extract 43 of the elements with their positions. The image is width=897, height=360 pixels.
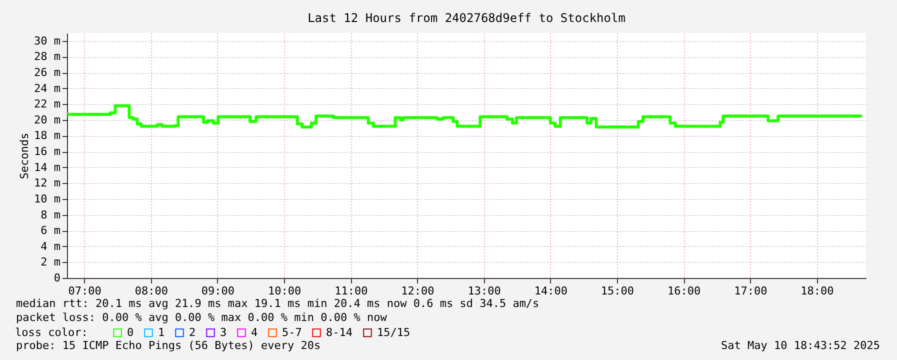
x-tick-label: 09:00 xyxy=(201,284,235,298)
legend-label: 0 xyxy=(127,326,134,339)
y-tick-label: 4 m xyxy=(40,240,61,253)
y-tick-label: 0 xyxy=(54,272,60,284)
y-tick-label: 12 m xyxy=(34,176,61,190)
x-tick-label: 18:00 xyxy=(800,284,834,298)
x-tick-label: 07:00 xyxy=(68,284,102,298)
y-tick-label: 14 m xyxy=(34,160,61,174)
text: probe: 15 ICMP Echo Pings (56 Bytes) every 20s xyxy=(16,339,321,352)
legend-title: loss color: xyxy=(15,326,88,339)
y-axis-title: Seconds xyxy=(18,132,32,180)
legend-label: 4 xyxy=(251,326,258,339)
x-tick-label: 11:00 xyxy=(334,284,368,298)
y-tick-label: 30 m xyxy=(34,34,61,48)
y-tick-label: 16 m xyxy=(34,145,61,158)
y-tick-label: 2 m xyxy=(40,256,61,269)
legend-label: 5-7 xyxy=(282,326,302,339)
legend-label: 3 xyxy=(220,326,227,339)
y-tick-label: 6 m xyxy=(40,224,61,238)
x-tick-label: 14:00 xyxy=(534,284,568,298)
text: packet loss: 0.00 % avg 0.00 % max 0.00 % min 0.00 % now xyxy=(16,311,388,324)
y-tick-label: 22 m xyxy=(34,98,61,111)
x-tick-label: 17:00 xyxy=(734,284,768,298)
chart-title: Last 12 Hours from 2402768d9eff to Stockholm xyxy=(308,11,626,25)
legend-label: 1 xyxy=(158,326,165,339)
x-tick-label: 12:00 xyxy=(401,284,434,298)
y-tick-label: 20 m xyxy=(34,113,61,126)
x-tick-label: 16:00 xyxy=(668,284,701,298)
text: median rtt: 20.1 ms avg 21.9 ms max 19.1 ms min 20.4 ms now 0.6 ms sd 34.5 am/s xyxy=(16,297,540,310)
x-tick-label: 08:00 xyxy=(134,284,168,298)
legend-label: 15/15 xyxy=(377,326,410,339)
legend-label: 2 xyxy=(189,326,196,339)
text: Sat May 10 18:43:52 2025 xyxy=(721,339,880,352)
y-tick-label: 10 m xyxy=(34,192,61,206)
x-tick-label: 15:00 xyxy=(600,284,634,298)
y-tick-label: 18 m xyxy=(34,129,61,142)
y-tick-label: 28 m xyxy=(34,50,61,64)
x-tick-label: 13:00 xyxy=(468,284,501,298)
y-tick-label: 24 m xyxy=(34,82,61,95)
y-tick-label: 26 m xyxy=(34,66,61,80)
y-tick-label: 8 m xyxy=(40,208,61,222)
legend-label: 8-14 xyxy=(326,326,353,339)
x-tick-label: 10:00 xyxy=(268,284,302,298)
